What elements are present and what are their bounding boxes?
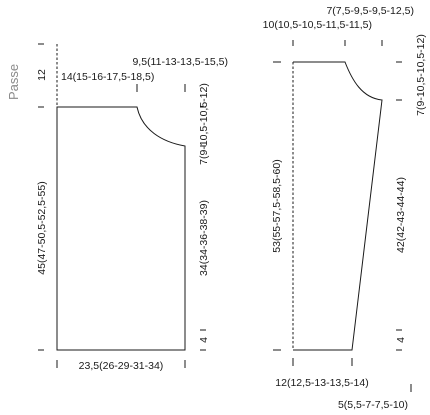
body-piece: Passe 12 14(15-16-17,5-18,5) 9,5(11-13-1…: [6, 43, 228, 372]
sleeve-outline: [293, 61, 383, 351]
body-yoke-height: 12: [36, 69, 48, 81]
body-side-length: 34(34-36-38-39): [198, 200, 210, 276]
sleeve-piece: 7(7,5-9,5-9,5-12,5) 10(10,5-10,5-11,5-11…: [263, 5, 427, 411]
body-outline: [56, 106, 186, 351]
body-armhole-depth: 7(9-10,5-10,5-12): [198, 83, 210, 165]
body-rib-height: 4: [198, 337, 210, 343]
sleeve-bottom-extra: 5(5,5-7-7,5-10): [338, 399, 408, 411]
sleeve-total-length: 53(55-57,5-58,5-60): [271, 159, 283, 252]
sleeve-cap-depth: 7(9-10,5-10,5-12): [415, 34, 427, 116]
body-total-length: 45(47-50,5-52,5-55): [36, 181, 48, 274]
sleeve-rib-height: 4: [395, 337, 407, 343]
body-bottom-width: 23,5(26-29-31-34): [79, 360, 164, 372]
sleeve-side-length: 42(42-43-44-44): [395, 177, 407, 253]
body-side-label: Passe: [6, 64, 21, 100]
sleeve-bottom-width: 12(12,5-13-13,5-14): [275, 377, 368, 389]
sleeve-cap-shoulder: 7(7,5-9,5-9,5-12,5): [326, 5, 414, 17]
body-shoulder-width: 9,5(11-13-13,5-15,5): [132, 56, 228, 68]
sleeve-top-width: 10(10,5-10,5-11,5-11,5): [263, 19, 372, 31]
body-neck-width: 14(15-16-17,5-18,5): [61, 71, 154, 83]
